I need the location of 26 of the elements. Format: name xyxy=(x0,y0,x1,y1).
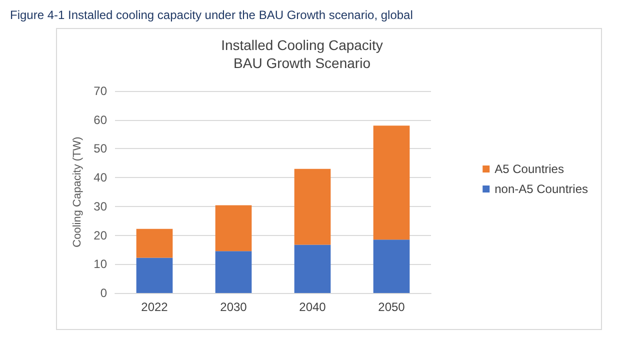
y-tick-label: 10 xyxy=(94,257,108,272)
y-tick-label: 40 xyxy=(94,170,108,185)
bar xyxy=(373,126,410,240)
legend-label: non-A5 Countries xyxy=(494,182,588,196)
bar xyxy=(136,228,173,258)
chart-subtitle: BAU Growth Scenario xyxy=(234,55,371,71)
bar xyxy=(294,168,331,245)
x-tick-label: 2030 xyxy=(220,300,248,314)
y-tick-label: 30 xyxy=(94,199,108,214)
y-tick-label: 0 xyxy=(100,286,108,300)
y-tick-label: 50 xyxy=(94,142,108,156)
x-tick-label: 2050 xyxy=(378,300,406,314)
bar xyxy=(215,251,252,293)
y-tick-label: 20 xyxy=(94,228,108,242)
legend-label: A5 Countries xyxy=(494,162,564,176)
bar xyxy=(373,240,410,293)
caption: Figure 4-1 Installed cooling capacity under the BAU Growth scenario, global xyxy=(10,8,414,22)
x-tick-label: 2022 xyxy=(141,300,168,314)
chart-title: Installed Cooling Capacity xyxy=(221,37,383,53)
bar xyxy=(136,258,173,293)
bar xyxy=(215,205,252,252)
y-tick-label: 60 xyxy=(94,112,108,127)
y-tick-label: 70 xyxy=(94,84,108,98)
bar xyxy=(294,244,331,293)
y-axis-title: Cooling Capacity (TW) xyxy=(71,136,84,248)
x-tick-label: 2040 xyxy=(299,300,326,314)
